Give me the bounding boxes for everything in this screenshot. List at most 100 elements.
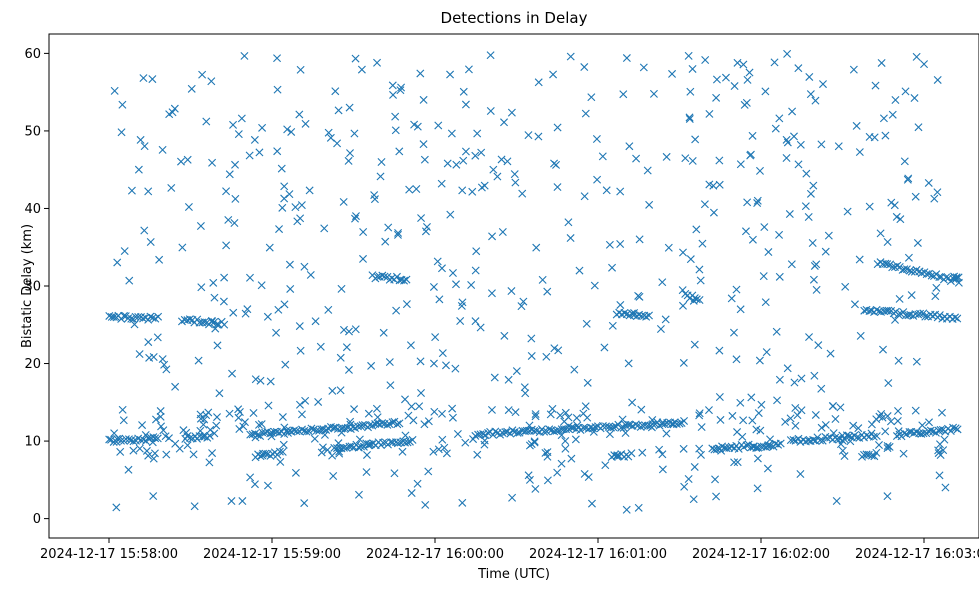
data-point [413, 122, 422, 131]
data-point [520, 383, 529, 392]
data-point [546, 410, 555, 419]
data-point [171, 382, 180, 391]
data-point [175, 444, 184, 453]
data-point [434, 445, 443, 454]
data-point-track [302, 427, 311, 436]
data-point-track [484, 429, 493, 437]
data-point [285, 260, 294, 269]
data-point-track [307, 424, 316, 433]
data-point [334, 106, 343, 115]
data-point [645, 200, 654, 209]
data-point-track [722, 444, 731, 453]
data-point-track [935, 272, 944, 281]
data-point [187, 84, 196, 93]
data-point-track [387, 274, 396, 283]
data-point [550, 344, 559, 353]
data-point [524, 471, 533, 480]
data-point [647, 423, 656, 432]
data-point [328, 451, 337, 460]
data-point [476, 323, 485, 332]
data-point [208, 158, 217, 167]
data-point [811, 410, 820, 419]
data-point [295, 110, 304, 119]
data-point [748, 235, 757, 244]
data-point-track [864, 450, 873, 459]
data-point [930, 194, 939, 203]
data-point [424, 417, 433, 426]
data-point [836, 403, 845, 412]
data-point [158, 355, 167, 364]
data-point [553, 183, 562, 192]
data-point [167, 183, 176, 192]
data-point [567, 454, 576, 463]
data-point-track [946, 427, 955, 436]
data-point [918, 421, 927, 430]
data-point [931, 292, 940, 301]
data-point [832, 497, 841, 505]
data-point [257, 281, 266, 290]
data-point [280, 194, 289, 203]
data-point [235, 425, 244, 433]
data-point-track [378, 419, 387, 428]
data-point [937, 408, 946, 417]
data-point [602, 186, 611, 195]
data-point [564, 413, 573, 422]
y-tick-label: 40 [24, 202, 41, 217]
data-point [525, 475, 534, 484]
data-point-track [645, 311, 653, 320]
data-point [684, 51, 693, 60]
data-point-track [246, 430, 255, 439]
data-point [704, 406, 713, 415]
data-point-track [862, 431, 871, 440]
data-point [829, 429, 838, 438]
data-point [697, 423, 706, 432]
data-point [715, 346, 724, 355]
data-point [920, 60, 929, 69]
data-point [162, 365, 171, 374]
data-point [712, 93, 721, 102]
data-point [407, 489, 416, 498]
data-point-track [620, 308, 629, 317]
data-point [760, 223, 769, 232]
data-point [668, 69, 677, 78]
data-point-track [154, 312, 163, 321]
data-point [543, 287, 552, 296]
data-point [440, 443, 449, 452]
data-point [453, 429, 462, 438]
data-point [761, 298, 770, 307]
data-point [849, 65, 858, 74]
data-point [695, 265, 704, 274]
data-point-track [893, 261, 902, 270]
data-point-track [872, 305, 881, 314]
data-point [655, 445, 664, 454]
data-point [749, 443, 758, 452]
data-point [913, 238, 922, 247]
data-point [552, 160, 561, 169]
data-point [487, 289, 496, 298]
data-point [416, 357, 425, 366]
data-point [364, 409, 373, 418]
data-point-track [774, 440, 783, 449]
data-point [741, 227, 750, 236]
data-point [438, 435, 447, 444]
data-point [858, 452, 867, 461]
data-point-track [949, 423, 958, 432]
data-point-track [105, 311, 114, 320]
data-point [658, 450, 667, 459]
data-point [887, 198, 896, 207]
data-point-track [926, 426, 935, 435]
data-point [504, 375, 513, 384]
data-point-track [207, 317, 216, 326]
data-point [732, 355, 741, 364]
data-point-track [914, 310, 923, 319]
data-point [323, 445, 332, 454]
data-point-track [402, 275, 411, 284]
data-point [142, 446, 151, 455]
data-point [249, 409, 258, 418]
data-point [158, 145, 167, 154]
data-point [812, 260, 821, 269]
data-point [841, 282, 850, 291]
data-point [184, 203, 193, 211]
data-point [661, 315, 670, 324]
data-point [543, 448, 552, 457]
